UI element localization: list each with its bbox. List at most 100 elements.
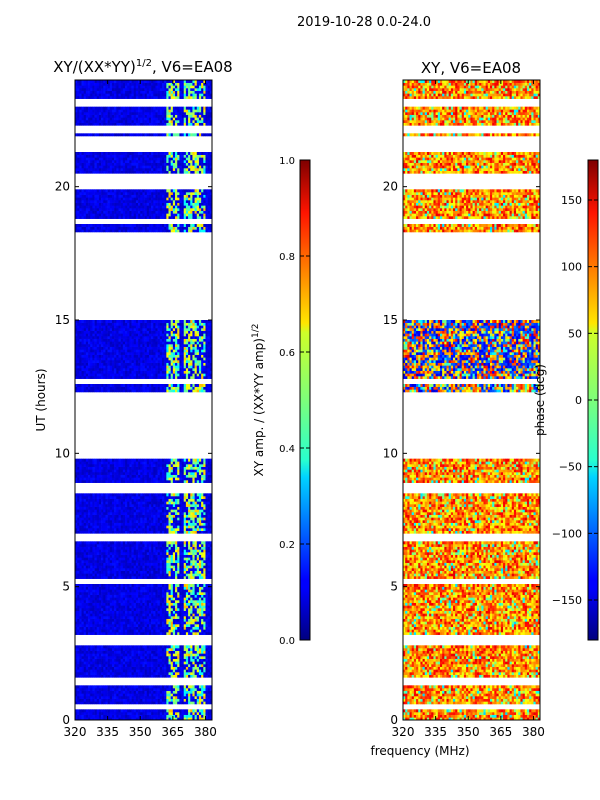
heatmap-cell — [175, 477, 178, 481]
heatmap-cell — [159, 469, 163, 473]
heatmap-cell — [179, 464, 182, 467]
heatmap-cell — [116, 517, 119, 521]
heatmap-cell — [135, 672, 139, 675]
heatmap-cell — [83, 618, 87, 622]
heatmap-cell — [207, 474, 211, 478]
heatmap-cell — [201, 624, 204, 627]
heatmap-cell — [83, 498, 87, 502]
heatmap-cell — [209, 496, 213, 499]
heatmap-cell — [138, 669, 141, 673]
heatmap-cell — [114, 520, 117, 523]
heatmap-cell — [120, 693, 124, 697]
heatmap-cell — [151, 469, 154, 473]
heatmap-cell — [157, 565, 161, 569]
heatmap-cell — [116, 672, 119, 675]
heatmap-cell — [166, 602, 169, 606]
heatmap-cell — [105, 597, 108, 601]
heatmap-cell — [129, 688, 132, 691]
heatmap-cell — [207, 509, 211, 513]
heatmap-cell — [133, 525, 137, 529]
heatmap-cell — [203, 576, 206, 579]
heatmap-cell — [118, 586, 121, 590]
heatmap-cell — [196, 520, 200, 523]
heatmap-cell — [133, 584, 137, 587]
heatmap-cell — [125, 672, 128, 675]
heatmap-cell — [209, 477, 213, 481]
heatmap-cell — [192, 464, 195, 467]
heatmap-cell — [81, 685, 84, 689]
heatmap-cell — [135, 693, 139, 697]
heatmap-cell — [118, 560, 121, 563]
heatmap-cell — [138, 544, 141, 547]
heatmap-cell — [77, 672, 80, 675]
heatmap-cell — [196, 514, 200, 518]
heatmap-cell — [131, 666, 135, 670]
heatmap-cell — [192, 512, 195, 515]
heatmap-cell — [96, 629, 100, 633]
heatmap-cell — [120, 528, 124, 531]
heatmap-cell — [175, 685, 178, 689]
heatmap-cell — [157, 669, 161, 673]
heatmap-cell — [105, 472, 108, 475]
heatmap-cell — [90, 477, 93, 481]
heatmap-cell — [94, 504, 98, 507]
heatmap-cell — [125, 528, 128, 531]
heatmap-cell — [133, 701, 137, 705]
heatmap-cell — [120, 498, 124, 502]
heatmap-cell — [135, 594, 139, 598]
heatmap-cell — [79, 688, 82, 691]
heatmap-cell — [103, 557, 106, 561]
heatmap-cell — [116, 626, 119, 630]
heatmap-cell — [83, 696, 87, 699]
heatmap-cell — [157, 480, 161, 483]
heatmap-cell — [101, 576, 104, 579]
heatmap-cell — [153, 466, 156, 470]
heatmap-cell — [164, 696, 167, 699]
heatmap-cell — [172, 576, 176, 579]
heatmap-cell — [90, 506, 93, 510]
heatmap-cell — [138, 512, 141, 515]
heatmap-cell — [127, 608, 130, 611]
heatmap-cell — [172, 656, 176, 659]
heatmap-cell — [142, 592, 145, 595]
heatmap-cell — [120, 466, 124, 470]
heatmap-cell — [177, 597, 180, 601]
heatmap-cell — [209, 586, 213, 590]
heatmap-cell — [133, 712, 137, 715]
heatmap-cell — [103, 650, 106, 654]
heatmap-cell — [111, 565, 115, 569]
heatmap-cell — [161, 570, 165, 574]
suptitle: 2019-10-28 0.0-24.0 — [297, 15, 431, 30]
heatmap-cell — [164, 621, 167, 625]
heatmap-cell — [175, 525, 178, 529]
heatmap-cell — [209, 562, 213, 566]
heatmap-cell — [88, 461, 91, 465]
heatmap-cell — [92, 562, 95, 566]
heatmap-cell — [129, 624, 132, 627]
heatmap-cell — [205, 586, 208, 590]
heatmap-cell — [114, 584, 117, 587]
heatmap-cell — [168, 469, 171, 473]
heatmap-cell — [105, 690, 108, 694]
heatmap-cell — [209, 650, 213, 654]
heatmap-cell — [131, 576, 135, 579]
heatmap-cell — [75, 597, 78, 601]
heatmap-cell — [138, 701, 141, 705]
heatmap-cell — [94, 544, 98, 547]
heatmap-cell — [114, 653, 117, 657]
heatmap-cell — [207, 618, 211, 622]
heatmap-cell — [166, 701, 169, 705]
heatmap-cell — [83, 605, 87, 609]
heatmap-cell — [122, 701, 126, 705]
heatmap-cell — [170, 650, 174, 654]
heatmap-cell — [194, 466, 198, 470]
heatmap-cell — [148, 616, 152, 619]
heatmap-cell — [207, 514, 211, 518]
heatmap-cell — [177, 688, 180, 691]
heatmap-cell — [77, 656, 80, 659]
heatmap-cell — [120, 496, 124, 499]
heatmap-cell — [105, 624, 108, 627]
heatmap-cell — [90, 696, 93, 699]
heatmap-cell — [131, 554, 135, 558]
heatmap-cell — [118, 544, 121, 547]
